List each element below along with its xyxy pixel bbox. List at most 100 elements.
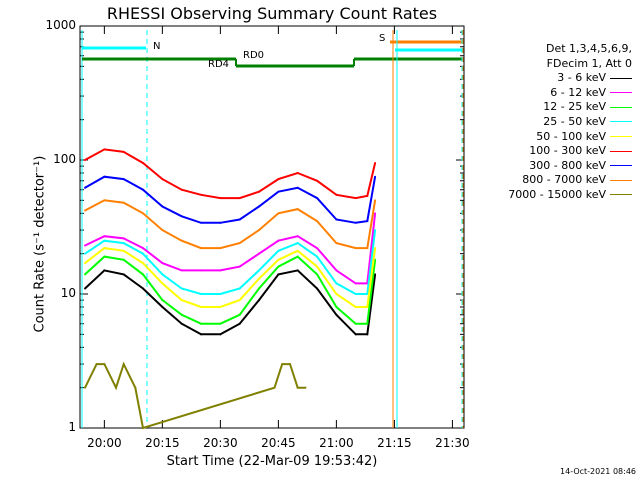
- data-point: [180, 313, 183, 316]
- data-point: [238, 265, 241, 268]
- data-point: [122, 249, 125, 252]
- data-point: [103, 148, 106, 151]
- data-point: [374, 273, 377, 276]
- data-point: [161, 282, 164, 285]
- data-point: [366, 194, 369, 197]
- x-tick-label: 20:30: [203, 436, 238, 450]
- data-point: [114, 386, 117, 389]
- data-point: [277, 258, 280, 261]
- legend-entry: 6 - 12 keV: [508, 86, 632, 101]
- data-point: [335, 305, 338, 308]
- series-line: [84, 148, 377, 200]
- data-point: [258, 205, 261, 208]
- x-tick-label: 20:00: [87, 436, 122, 450]
- data-point: [142, 287, 145, 290]
- data-point: [200, 221, 203, 224]
- legend-swatch: [610, 106, 632, 108]
- data-point: [84, 252, 87, 255]
- data-point: [161, 299, 164, 302]
- data-point: [122, 258, 125, 261]
- data-point: [366, 220, 369, 223]
- data-point: [122, 363, 125, 366]
- data-point: [142, 247, 145, 250]
- night-label: N: [153, 41, 161, 52]
- data-point: [103, 255, 106, 258]
- data-point: [374, 247, 377, 250]
- data-point: [258, 190, 261, 193]
- data-point: [288, 363, 291, 366]
- legend-swatch: [610, 165, 632, 167]
- data-point: [258, 252, 261, 255]
- legend-label: 50 - 100 keV: [536, 129, 606, 143]
- data-point: [122, 201, 125, 204]
- data-point: [84, 386, 87, 389]
- data-point: [103, 175, 106, 178]
- data-point: [316, 273, 319, 276]
- series-line: [84, 213, 377, 285]
- data-point: [277, 212, 280, 215]
- y-axis-label: Count Rate (s⁻¹ detector⁻¹): [32, 155, 48, 333]
- data-point: [161, 205, 164, 208]
- data-point: [258, 277, 261, 280]
- plot-frame: [79, 25, 465, 429]
- data-point: [142, 427, 145, 429]
- data-point: [238, 322, 241, 325]
- legend-label: 3 - 6 keV: [557, 71, 606, 85]
- legend-entry: 100 - 300 keV: [508, 144, 632, 159]
- data-point: [277, 265, 280, 268]
- legend-entry: 300 - 800 keV: [508, 159, 632, 174]
- data-point: [219, 269, 222, 272]
- data-point: [103, 239, 106, 242]
- data-point: [281, 363, 284, 366]
- data-point: [219, 333, 222, 336]
- data-point: [354, 197, 357, 200]
- legend-entry: 25 - 50 keV: [508, 115, 632, 130]
- data-point: [366, 333, 369, 336]
- data-point: [103, 199, 106, 202]
- legend-header-line-1: Det 1,3,4,5,6,9,: [545, 42, 632, 55]
- data-point: [335, 282, 338, 285]
- series-line: [84, 361, 306, 430]
- data-point: [180, 287, 183, 290]
- data-point: [200, 247, 203, 250]
- data-point: [335, 242, 338, 245]
- data-point: [84, 262, 87, 265]
- legend-label: 25 - 50 keV: [543, 114, 606, 128]
- data-point: [180, 239, 183, 242]
- legend-swatch: [610, 136, 632, 138]
- data-point: [84, 287, 87, 290]
- data-point: [180, 269, 183, 272]
- data-point: [277, 178, 280, 181]
- data-point: [238, 242, 241, 245]
- legend-swatch: [610, 150, 632, 152]
- data-point: [142, 252, 145, 255]
- data-point: [374, 161, 377, 164]
- data-point: [84, 244, 87, 247]
- data-point: [142, 161, 145, 164]
- legend-label: 100 - 300 keV: [529, 144, 606, 158]
- x-axis-label: Start Time (22-Mar-09 19:53:42): [166, 454, 378, 469]
- data-point: [219, 221, 222, 224]
- data-point: [277, 190, 280, 193]
- data-point: [296, 235, 299, 238]
- y-tick-label: 1000: [45, 18, 76, 32]
- series-line: [84, 255, 377, 325]
- data-point: [238, 287, 241, 290]
- data-point: [200, 305, 203, 308]
- data-point: [200, 322, 203, 325]
- data-point: [219, 247, 222, 250]
- data-point: [180, 215, 183, 218]
- data-point: [84, 273, 87, 276]
- legend-swatch: [610, 92, 632, 94]
- data-point: [316, 287, 319, 290]
- data-point: [296, 255, 299, 258]
- data-point: [354, 247, 357, 250]
- data-point: [296, 249, 299, 252]
- x-tick-label: 21:30: [435, 436, 470, 450]
- data-point: [277, 249, 280, 252]
- data-point: [316, 197, 319, 200]
- data-point: [316, 179, 319, 182]
- data-point: [122, 150, 125, 153]
- legend-entry: 50 - 100 keV: [508, 130, 632, 145]
